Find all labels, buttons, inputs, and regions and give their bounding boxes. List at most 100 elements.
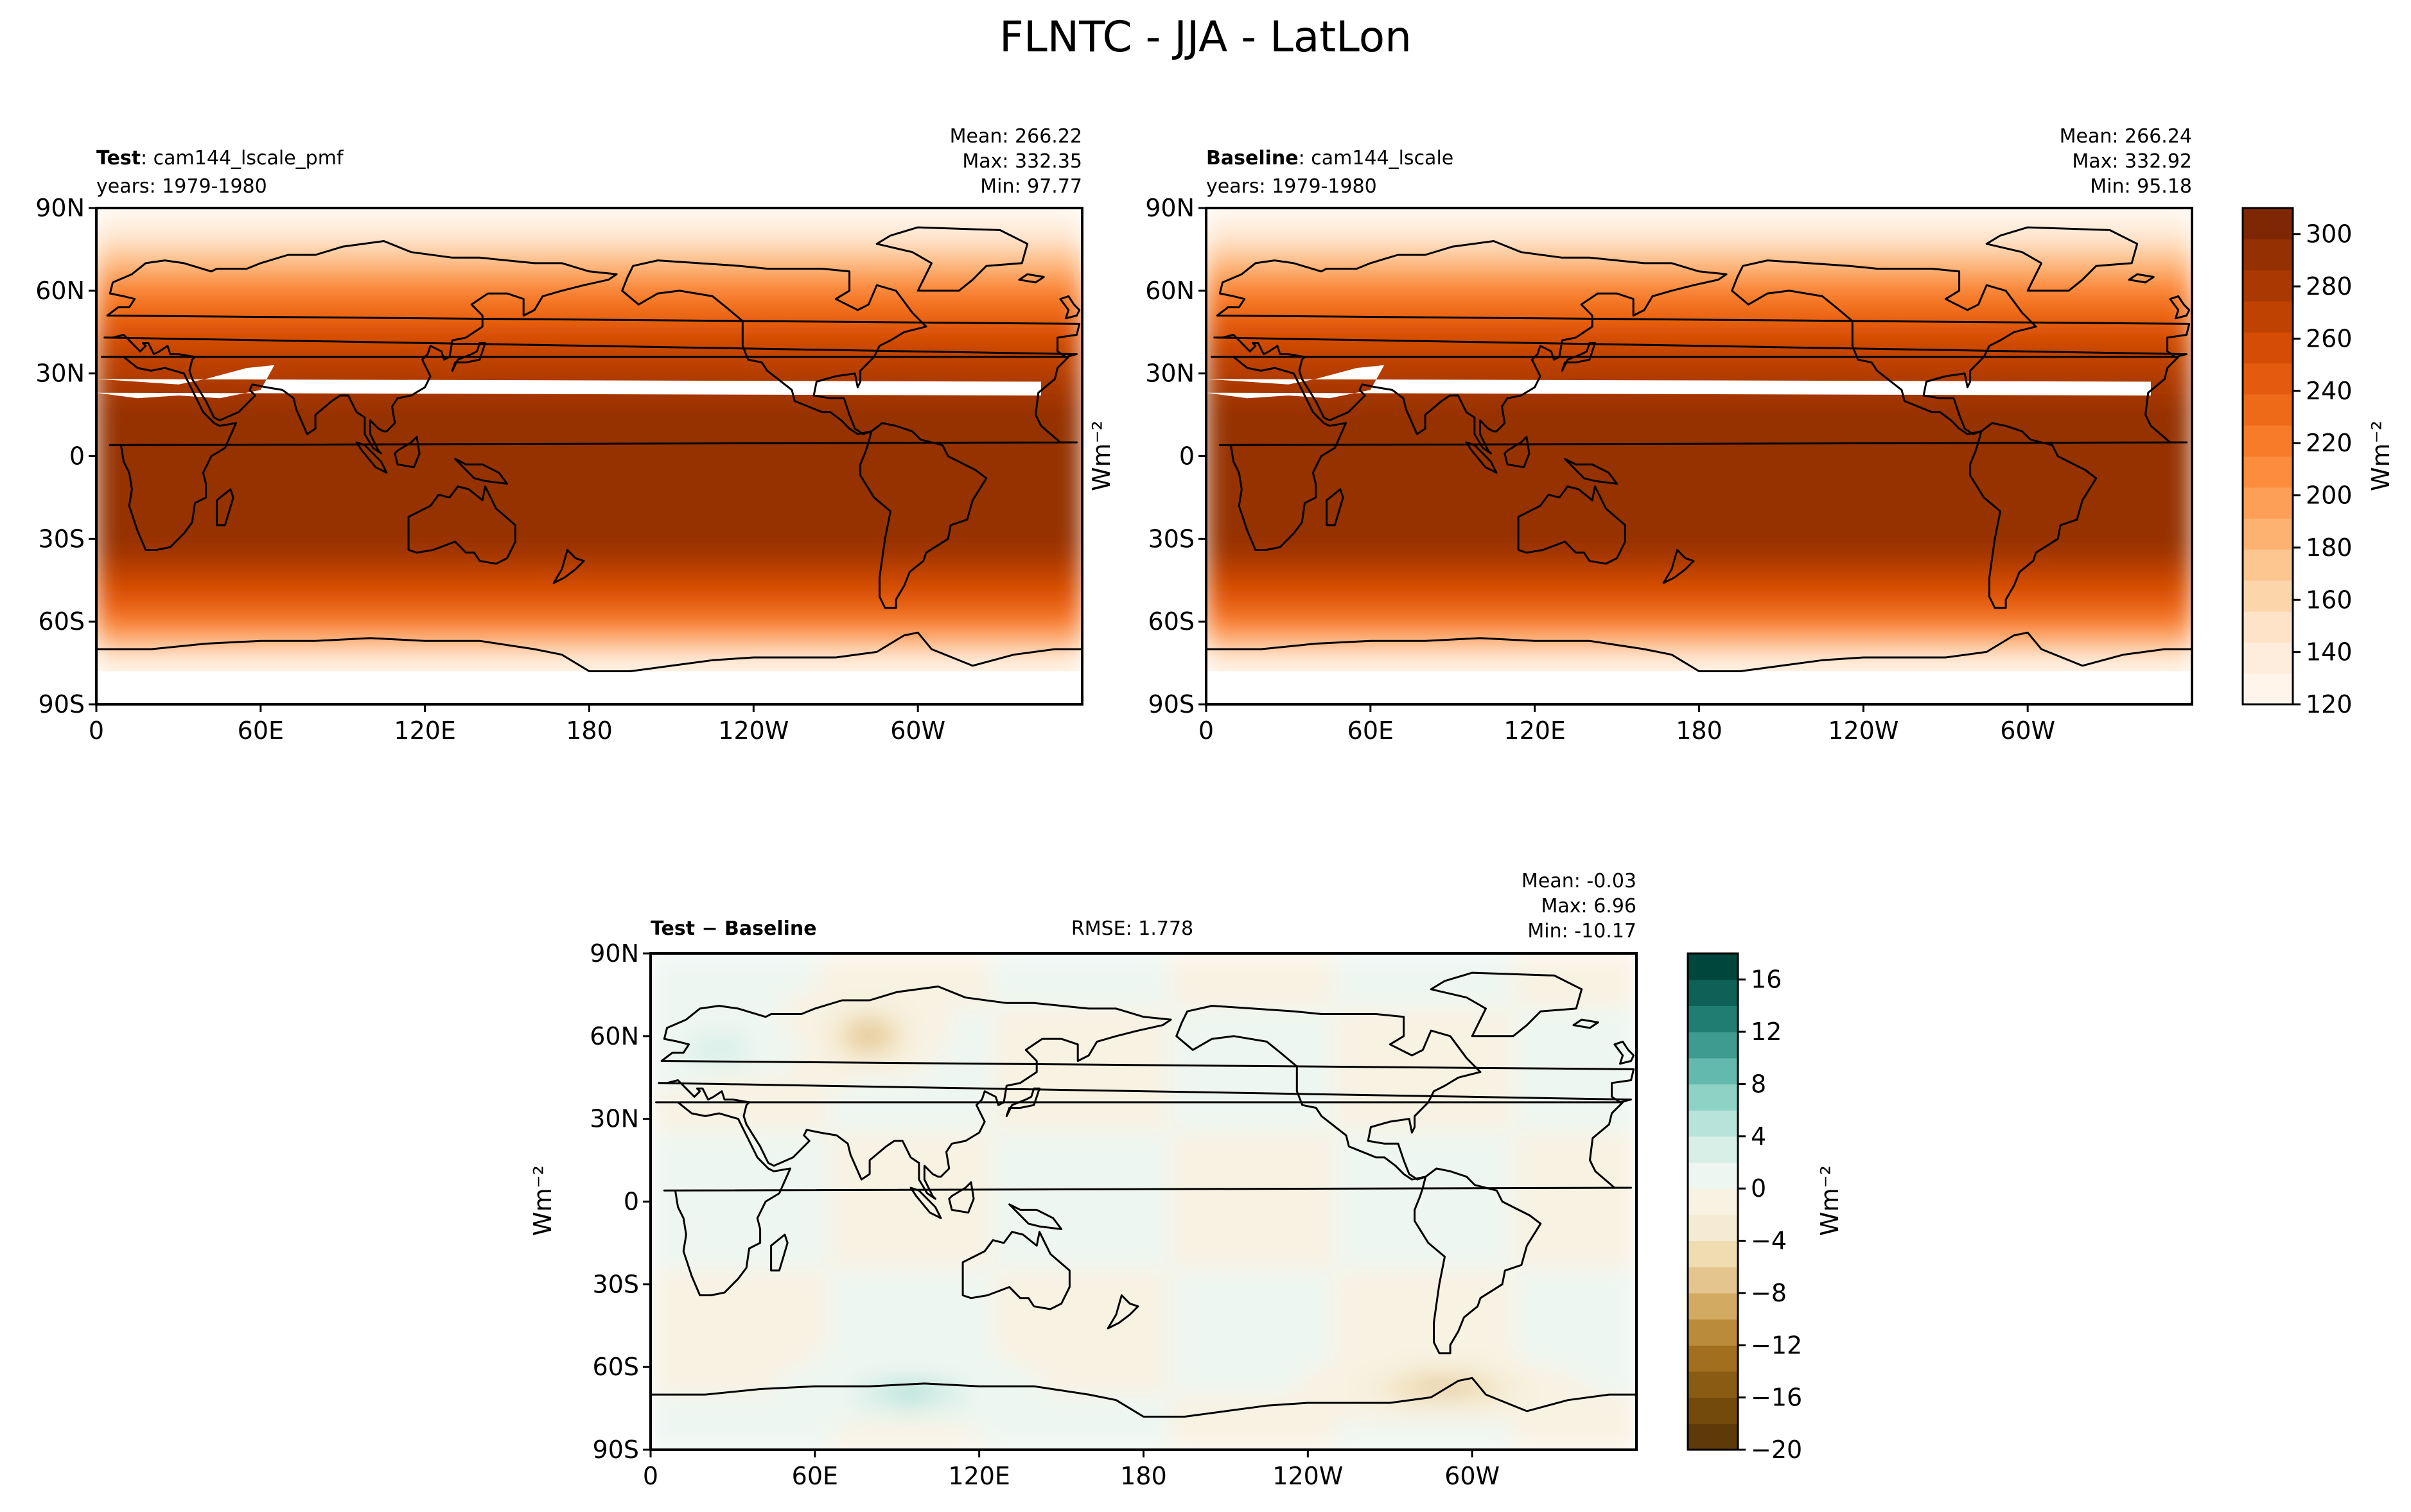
coastline-sumatra (355, 441, 388, 474)
coastline-madagascar (1326, 488, 1344, 526)
baseline-ylabel: Wm⁻² (1087, 421, 1116, 491)
colorbar-segment (1688, 1397, 1738, 1424)
coastline-britain (1059, 295, 1081, 320)
colorbar-tick-label: −20 (1751, 1436, 1802, 1464)
coastline-sumatra (909, 1186, 942, 1219)
colorbar-segment (2243, 549, 2293, 581)
lat-tick-label: 30S (1148, 525, 1195, 553)
colorbar-segment (1688, 1214, 1738, 1242)
lat-tick-label: 30N (1145, 360, 1195, 388)
coastline-newzealand (122, 1296, 152, 1329)
coastline-southamerica (859, 422, 988, 609)
colorbar-segment (1688, 1162, 1738, 1189)
colorbar-tick-label: 240 (2306, 377, 2353, 405)
lat-tick-label: 90N (590, 939, 639, 968)
coastline-newzealand (1107, 1294, 1139, 1330)
colorbar-segment (2243, 456, 2293, 488)
lon-tick-label: 60E (238, 717, 284, 745)
colorbar-tick-label: 4 (1751, 1122, 1766, 1151)
coastline-africa (655, 1101, 1632, 1296)
lon-tick-label: 60W (1444, 1462, 1500, 1490)
colorbar-tick-label: 280 (2306, 272, 2353, 300)
colorbar-segment (1688, 1084, 1738, 1111)
main-colorbar-label: Wm⁻² (2367, 421, 2395, 491)
lon-tick-label: 0 (89, 717, 104, 745)
coastline-sumatra (1465, 441, 1498, 474)
lat-tick-label: 30N (590, 1105, 639, 1133)
lon-tick-label: 60E (792, 1462, 838, 1490)
coastline-newzealand (2094, 1296, 2124, 1329)
diff-rmse: RMSE: 1.778 (1071, 917, 1193, 940)
coastline-iceland (2128, 273, 2155, 284)
figure-title: FLNTC - JJA - LatLon (999, 12, 1412, 62)
lon-tick-label: 120W (1828, 717, 1898, 745)
lat-tick-label: 60N (1145, 277, 1195, 305)
lat-tick-label: 60S (39, 607, 85, 636)
colorbar-tick-label: 220 (2306, 429, 2353, 457)
diff-ylabel: Wm⁻² (529, 1165, 557, 1236)
coastline-japan (21, 1088, 53, 1116)
colorbar-segment (2243, 518, 2293, 550)
colorbar-tick-label: 160 (2306, 586, 2353, 614)
coastline-borneo (394, 435, 421, 469)
lat-tick-label: 30S (593, 1270, 639, 1298)
coastline-eurasia (103, 240, 1081, 455)
coastline-newguinea (1008, 1203, 1063, 1230)
coastline-britain (2169, 295, 2191, 320)
lat-tick-label: 90S (1148, 690, 1195, 718)
masked-antarctic (96, 671, 1082, 704)
colorbar-segment (2243, 394, 2293, 426)
coastline-newguinea (24, 1204, 76, 1230)
coastline-japan (1561, 342, 1596, 372)
test-field (96, 208, 1082, 704)
coastline-eurasia (658, 986, 1635, 1200)
diff-colorbar-label: Wm⁻² (1816, 1165, 1844, 1236)
coastline-northamerica (1731, 259, 2037, 435)
lat-tick-label: 30N (35, 360, 85, 388)
diff-label-bold: Test − Baseline (651, 917, 817, 940)
colorbar-segment (1688, 1005, 1738, 1032)
lat-tick-label: 90S (39, 690, 85, 718)
baseline-years: years: 1979-1980 (1206, 175, 1377, 198)
coastline-southamerica (0, 423, 1, 608)
diff-stat-mean: Mean: -0.03 (1521, 870, 1636, 892)
test-label-bold: Test (96, 147, 141, 169)
test-stat-mean: Mean: 266.22 (950, 125, 1082, 148)
coastline-greenland (445, 973, 596, 1036)
diff-stat-min: Min: -10.17 (1527, 920, 1636, 943)
coastline-borneo (1504, 435, 1530, 469)
coastline-greenland (875, 226, 1029, 292)
coastline-britain (1613, 1040, 1635, 1065)
colorbar-tick-label: 0 (1751, 1174, 1766, 1203)
difference-colorbar: Wm⁻² −20 −16 −12 −8 −4 0 4 8 12 16 (1687, 952, 1844, 1464)
diff-panel-label: Test − Baseline (651, 917, 817, 940)
colorbar-segment (1688, 953, 1738, 980)
lat-tick-label: 0 (69, 442, 85, 471)
coastline-madagascar (216, 488, 234, 526)
colorbar-tick-label: 300 (2306, 220, 2353, 248)
coastline-australia (1517, 485, 1626, 565)
lat-tick-label: 0 (624, 1188, 639, 1216)
difference-coastlines (21, 971, 2124, 1450)
difference-field (651, 953, 1636, 1450)
coastline-borneo (1935, 1182, 1959, 1212)
coastline-newguinea (454, 458, 509, 485)
baseline-panel-label: Baseline: cam144_lscale (1206, 147, 1453, 169)
colorbar-segment (2243, 673, 2293, 705)
colorbar-segment (1688, 1136, 1738, 1163)
lat-tick-label: 90N (1145, 194, 1195, 222)
lon-tick-label: 120W (718, 717, 789, 745)
colorbar-segment (2243, 363, 2293, 395)
colorbar-tick-label: 120 (2306, 690, 2353, 718)
baseline-label-bold: Baseline (1206, 147, 1299, 169)
lat-tick-label: 0 (1179, 442, 1195, 471)
coastline-northamerica (191, 1006, 495, 1180)
test-panel-label: Test: cam144_lscale_pmf (96, 147, 344, 169)
colorbar-segment (1688, 1371, 1738, 1398)
baseline-panel: Baseline: cam144_lscale years: 1979-1980… (1087, 125, 2193, 745)
colorbar-tick-label: 12 (1751, 1018, 1782, 1046)
coastline-eurasia (0, 241, 94, 454)
colorbar-segment (1688, 1267, 1738, 1294)
colorbar-segment (2243, 611, 2293, 643)
